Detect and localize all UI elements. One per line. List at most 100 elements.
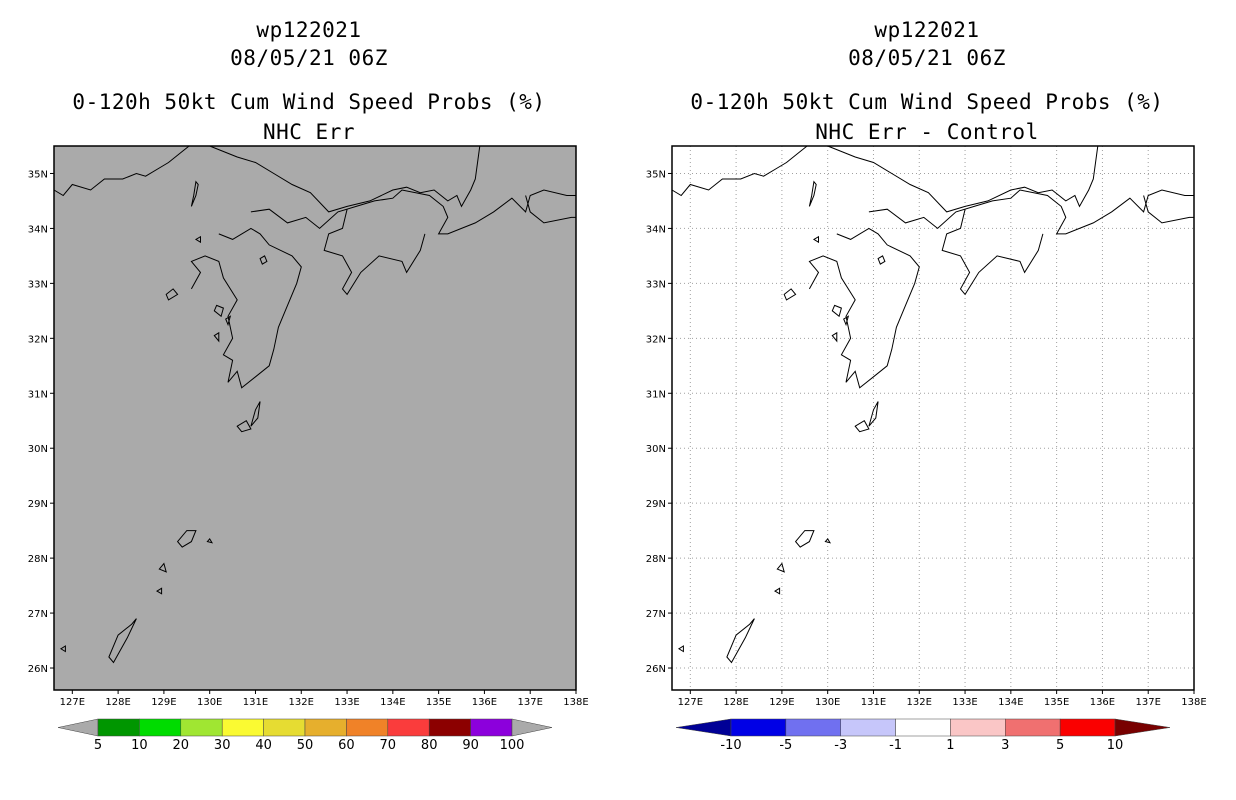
lat-label: 30N [28,444,48,455]
island-outline [812,235,819,244]
colorbar-label: 5 [94,738,102,753]
lat-label: 26N [646,664,666,675]
coastline [53,145,190,197]
lat-label: 27N [28,609,48,620]
island-outline [165,288,179,301]
coastline [808,227,920,389]
coastline [868,189,1194,235]
island-outline [726,618,755,664]
lon-label: 127E [60,697,85,708]
colorbar-label: 10 [131,738,148,753]
lon-label: 137E [1136,697,1161,708]
island-outline [877,255,886,265]
colorbar-swatch [840,718,896,737]
right-subtitle: NHC Err - Control [815,120,1039,144]
coastline [671,145,808,197]
colorbar-swatch [97,718,140,737]
map-frame [53,145,577,691]
colorbar-label: 40 [255,738,272,753]
colorbar-label: 20 [173,738,190,753]
colorbar-label: 30 [214,738,231,753]
lat-label: 26N [28,664,48,675]
right-map: 35N 34N 33N 32N 31N 30N 29N 28N 27N 26N 127E 128E 12… [646,145,1207,753]
colorbar-swatch [1005,718,1061,737]
lat-label: 28N [28,554,48,565]
island-outline [843,315,850,327]
lon-label: 129E [769,697,794,708]
lon-label: 136E [472,697,497,708]
colorbar-label: 1 [946,738,954,753]
island-outline [236,420,252,433]
island-outline [776,562,785,573]
island-outline [783,288,797,301]
colorbar-low-triangle [57,718,99,737]
lon-label: 133E [952,697,977,708]
island-outline [774,587,781,595]
lon-label: 131E [243,697,268,708]
island-outline [108,618,137,664]
lon-label: 138E [563,697,588,708]
lon-label: 134E [380,697,405,708]
coastline [250,189,576,235]
coastline [209,145,481,213]
colorbar-label: 70 [380,738,397,753]
lat-label: 30N [646,444,666,455]
island-outline [250,401,261,427]
coastline [1143,195,1194,224]
colorbar-label: 5 [1056,738,1064,753]
colorbar-high-triangle [1114,718,1171,737]
lat-label: 33N [646,279,666,290]
island-outline [824,538,832,544]
left-datetime: 08/05/21 06Z [230,46,388,70]
colorbar-swatch [387,718,430,737]
colorbar-swatch [180,718,223,737]
colorbar-swatch [221,718,264,737]
island-outline [59,645,66,653]
colorbar-label: 10 [1107,738,1124,753]
island-outline [194,235,201,244]
colorbar-low-triangle [675,718,732,737]
lat-label: 32N [28,334,48,345]
island-outline [158,562,167,573]
lon-label: 137E [518,697,543,708]
colorbar-swatch [139,718,182,737]
lon-label: 132E [289,697,314,708]
lat-label: 33N [28,279,48,290]
lon-label: 127E [678,697,703,708]
right-panel: wp122021 08/05/21 06Z 0-120h 50kt Cum Wi… [618,0,1236,800]
map-plot-area [54,146,576,690]
colorbar-label: 90 [462,738,479,753]
map-frame [671,145,1195,691]
colorbar-swatch [304,718,347,737]
map-plot-area [672,146,1194,690]
colorbar-swatch [346,718,389,737]
lat-label: 29N [646,499,666,510]
colorbar-swatch [730,718,787,737]
right-datetime: 08/05/21 06Z [848,46,1006,70]
lon-label: 135E [1044,697,1069,708]
lat-label: 32N [646,334,666,345]
lon-label: 134E [998,697,1023,708]
island-outline [156,587,163,595]
lon-label: 128E [105,697,130,708]
colorbar-label: 80 [421,738,438,753]
coastlines [671,145,1194,664]
colorbar-swatch [470,718,513,737]
lat-label: 34N [646,224,666,235]
right-storm-id: wp122021 [874,18,980,42]
lon-label: 138E [1181,697,1206,708]
lon-label: 133E [334,697,359,708]
colorbar-label: 100 [500,738,525,753]
island-outline [677,645,684,653]
coastline [190,227,302,389]
island-outline [206,538,214,544]
coastline [525,195,576,224]
colorbar: 5 10 20 30 40 50 60 70 80 90 100 [57,718,553,753]
island-outline [176,530,197,548]
lon-label: 131E [861,697,886,708]
right-product-title: 0-120h 50kt Cum Wind Speed Probs (%) [690,90,1164,114]
coastlines [53,145,576,664]
colorbar-swatch [428,718,471,737]
island-outline [794,530,815,548]
colorbar-swatch [895,718,951,737]
